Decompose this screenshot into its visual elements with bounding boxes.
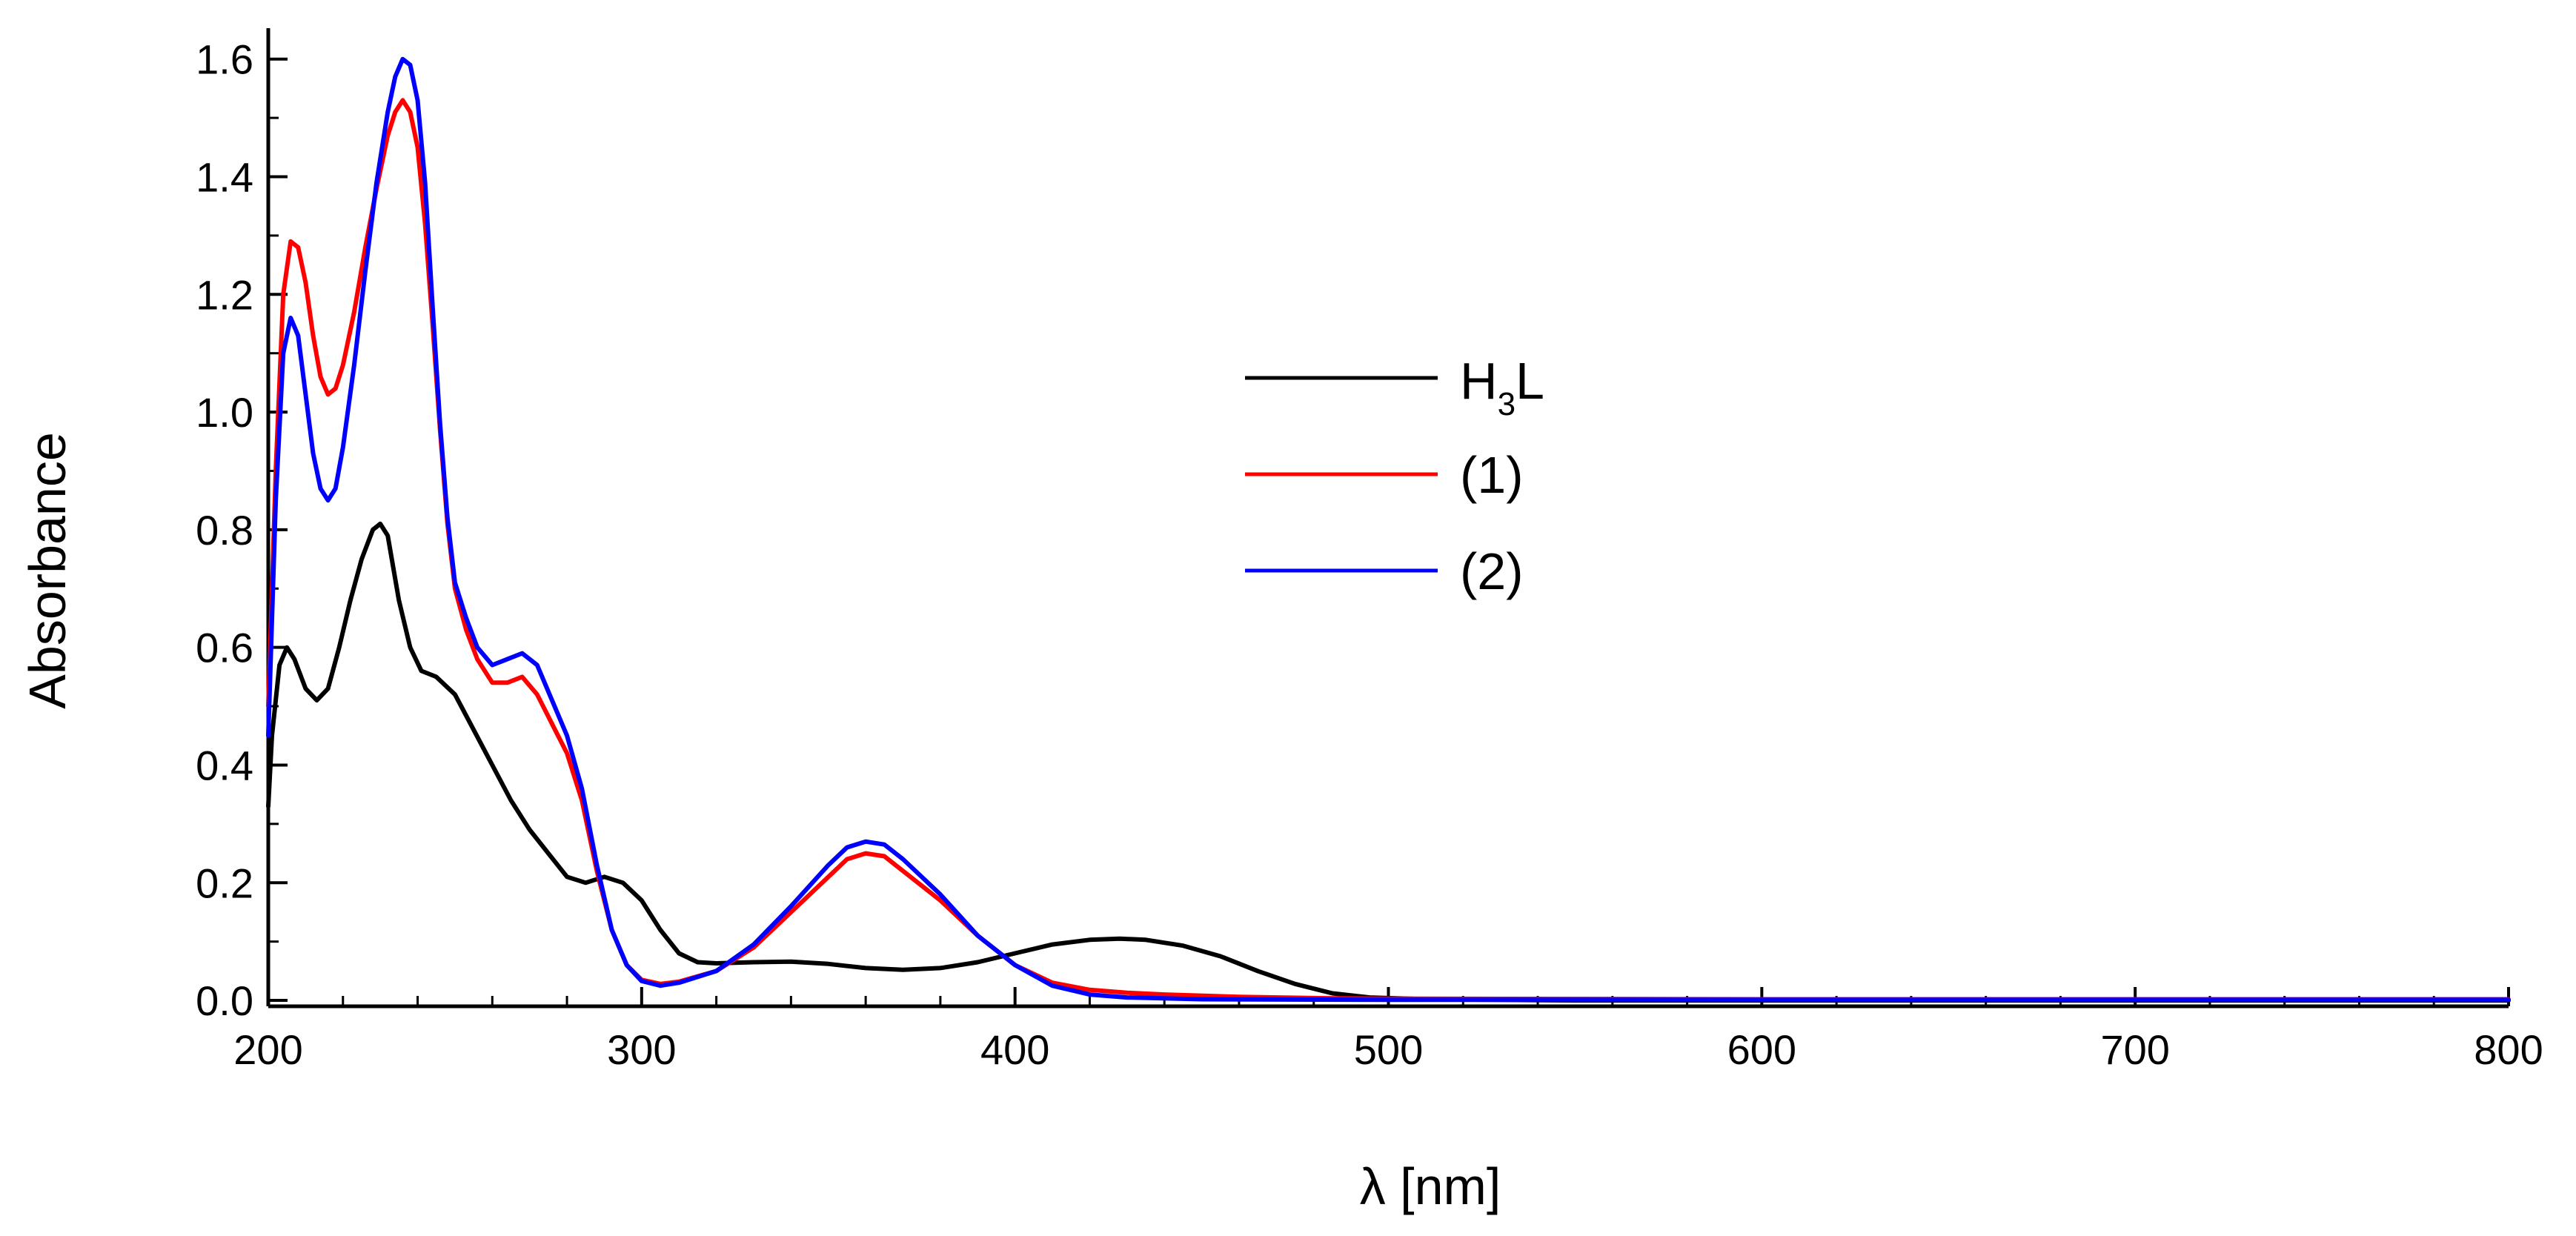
x-tick-label: 500 <box>1354 1026 1423 1073</box>
x-tick-label: 700 <box>2100 1026 2169 1073</box>
legend-label-2: (2) <box>1460 542 1524 600</box>
x-tick-label: 300 <box>607 1026 676 1073</box>
y-tick-label: 0.2 <box>196 860 253 906</box>
y-axis-title: Absorbance <box>19 432 76 709</box>
x-axis-title: λ [nm] <box>1360 1157 1501 1215</box>
y-tick-label: 1.0 <box>196 389 253 436</box>
series-2 <box>266 56 2511 1003</box>
y-tick-label: 0.6 <box>196 625 253 671</box>
axes: 0.0 0.2 0.4 0.6 0.8 1.0 1.2 1.4 1.6 200 300 400 500 6… <box>196 28 2543 1073</box>
y-tick-label: 0.4 <box>196 742 253 788</box>
y-tick-label: 1.4 <box>196 153 253 200</box>
x-tick-label: 400 <box>980 1026 1049 1073</box>
x-tick-label: 600 <box>1727 1026 1796 1073</box>
y-tick-label: 0.0 <box>196 977 253 1024</box>
y-tick-label: 0.8 <box>196 507 253 554</box>
y-tick-label: 1.6 <box>196 36 253 83</box>
series-1 <box>266 98 2511 1002</box>
series-h3l <box>266 521 2511 1003</box>
legend: H3L (1) (2) <box>1245 352 1544 600</box>
plot-series <box>266 56 2511 1003</box>
x-tick-label: 200 <box>233 1026 302 1073</box>
legend-label-1: (1) <box>1460 446 1524 504</box>
legend-label-h3l: H3L <box>1460 352 1544 422</box>
x-tick-label: 800 <box>2474 1026 2543 1073</box>
y-tick-label: 1.2 <box>196 271 253 318</box>
